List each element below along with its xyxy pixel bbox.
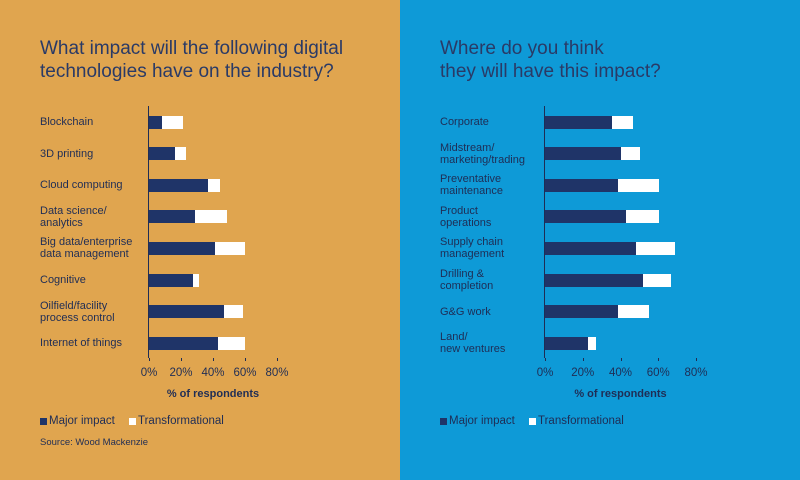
bar [626, 210, 660, 224]
tick-mark [658, 358, 660, 361]
legend-swatch [129, 418, 136, 425]
x-tick-label: 60% [233, 367, 257, 379]
category-label: Drilling & completion [440, 268, 494, 292]
x-tick-label: 40% [608, 367, 633, 379]
category-label: 3D printing [40, 147, 94, 160]
bar [193, 273, 200, 287]
category-label: Blockchain [40, 116, 94, 128]
bar [149, 336, 218, 350]
bar [149, 147, 175, 161]
tick-mark [245, 358, 246, 361]
bar [149, 178, 209, 192]
category-label: Internet of things [40, 337, 122, 350]
bar [635, 241, 676, 255]
bar [195, 210, 228, 224]
legend-label: Major impact [449, 415, 515, 427]
bar [617, 178, 660, 192]
tick-mark [620, 358, 622, 361]
bar [149, 115, 162, 129]
bar [620, 147, 641, 161]
bar [217, 336, 245, 350]
y-axis-line [544, 106, 545, 358]
panel [400, 0, 800, 480]
bar [224, 305, 244, 319]
tick-mark [213, 358, 214, 361]
legend-swatch [40, 418, 47, 425]
x-tick-label: 40% [201, 367, 225, 379]
chart-title: What impact will the following digital t… [40, 38, 344, 82]
legend-swatch [529, 418, 536, 425]
legend-label: Major impact [49, 415, 115, 427]
bar [149, 273, 193, 287]
bar [149, 305, 225, 319]
legend-label: Transformational [538, 415, 624, 427]
category-label: Supply chain management [440, 236, 505, 261]
bar [545, 273, 644, 287]
bar [174, 147, 186, 161]
x-tick-label: 20% [571, 367, 595, 379]
x-axis-label: % of respondents [574, 388, 667, 400]
x-tick-label: 20% [169, 367, 193, 379]
legend-label: Transformational [138, 415, 224, 427]
category-label: Oilfield/facility process control [40, 299, 115, 324]
category-label: G&G work [440, 305, 491, 318]
tick-mark [277, 358, 278, 361]
category-label: Big data/enterprise data management [40, 236, 133, 261]
category-label: Preventative maintenance [440, 173, 503, 198]
category-label: Corporate [440, 116, 489, 128]
bar [545, 305, 618, 319]
tick-mark [149, 358, 150, 361]
bar [617, 305, 649, 319]
category-label: Data science/ analytics [40, 204, 107, 229]
bar [545, 336, 589, 350]
bar [214, 241, 245, 255]
legend-swatch [440, 418, 447, 425]
x-tick-label: 0% [536, 367, 554, 379]
chart-title: Where do you think they will have this i… [440, 38, 661, 82]
bar [612, 115, 633, 129]
category-label: Product operations [440, 204, 492, 229]
bar [149, 241, 215, 255]
panel [0, 0, 400, 480]
bar [208, 178, 221, 192]
bar [149, 210, 196, 224]
bar [545, 178, 618, 192]
x-tick-label: 0% [140, 367, 158, 379]
x-tick-label: 80% [265, 367, 289, 379]
source-note: Source: Wood Mackenzie [40, 437, 149, 448]
tick-mark [545, 358, 546, 361]
y-axis-line [148, 106, 149, 358]
category-label: Cognitive [40, 274, 86, 286]
tick-mark [582, 358, 584, 361]
x-tick-label: 60% [646, 367, 670, 379]
category-label: Midstream/ marketing/trading [440, 141, 525, 166]
tick-mark [696, 358, 697, 361]
bar [545, 210, 627, 224]
bar [643, 273, 672, 287]
bar [545, 147, 621, 161]
x-tick-label: 80% [684, 367, 708, 379]
bar [161, 115, 183, 129]
bar [545, 115, 612, 129]
bar [588, 336, 596, 350]
bar [545, 241, 636, 255]
category-label: Land/ new ventures [440, 331, 506, 356]
category-label: Cloud computing [40, 179, 123, 192]
x-axis-label: % of respondents [166, 388, 260, 400]
tick-mark [181, 358, 182, 361]
